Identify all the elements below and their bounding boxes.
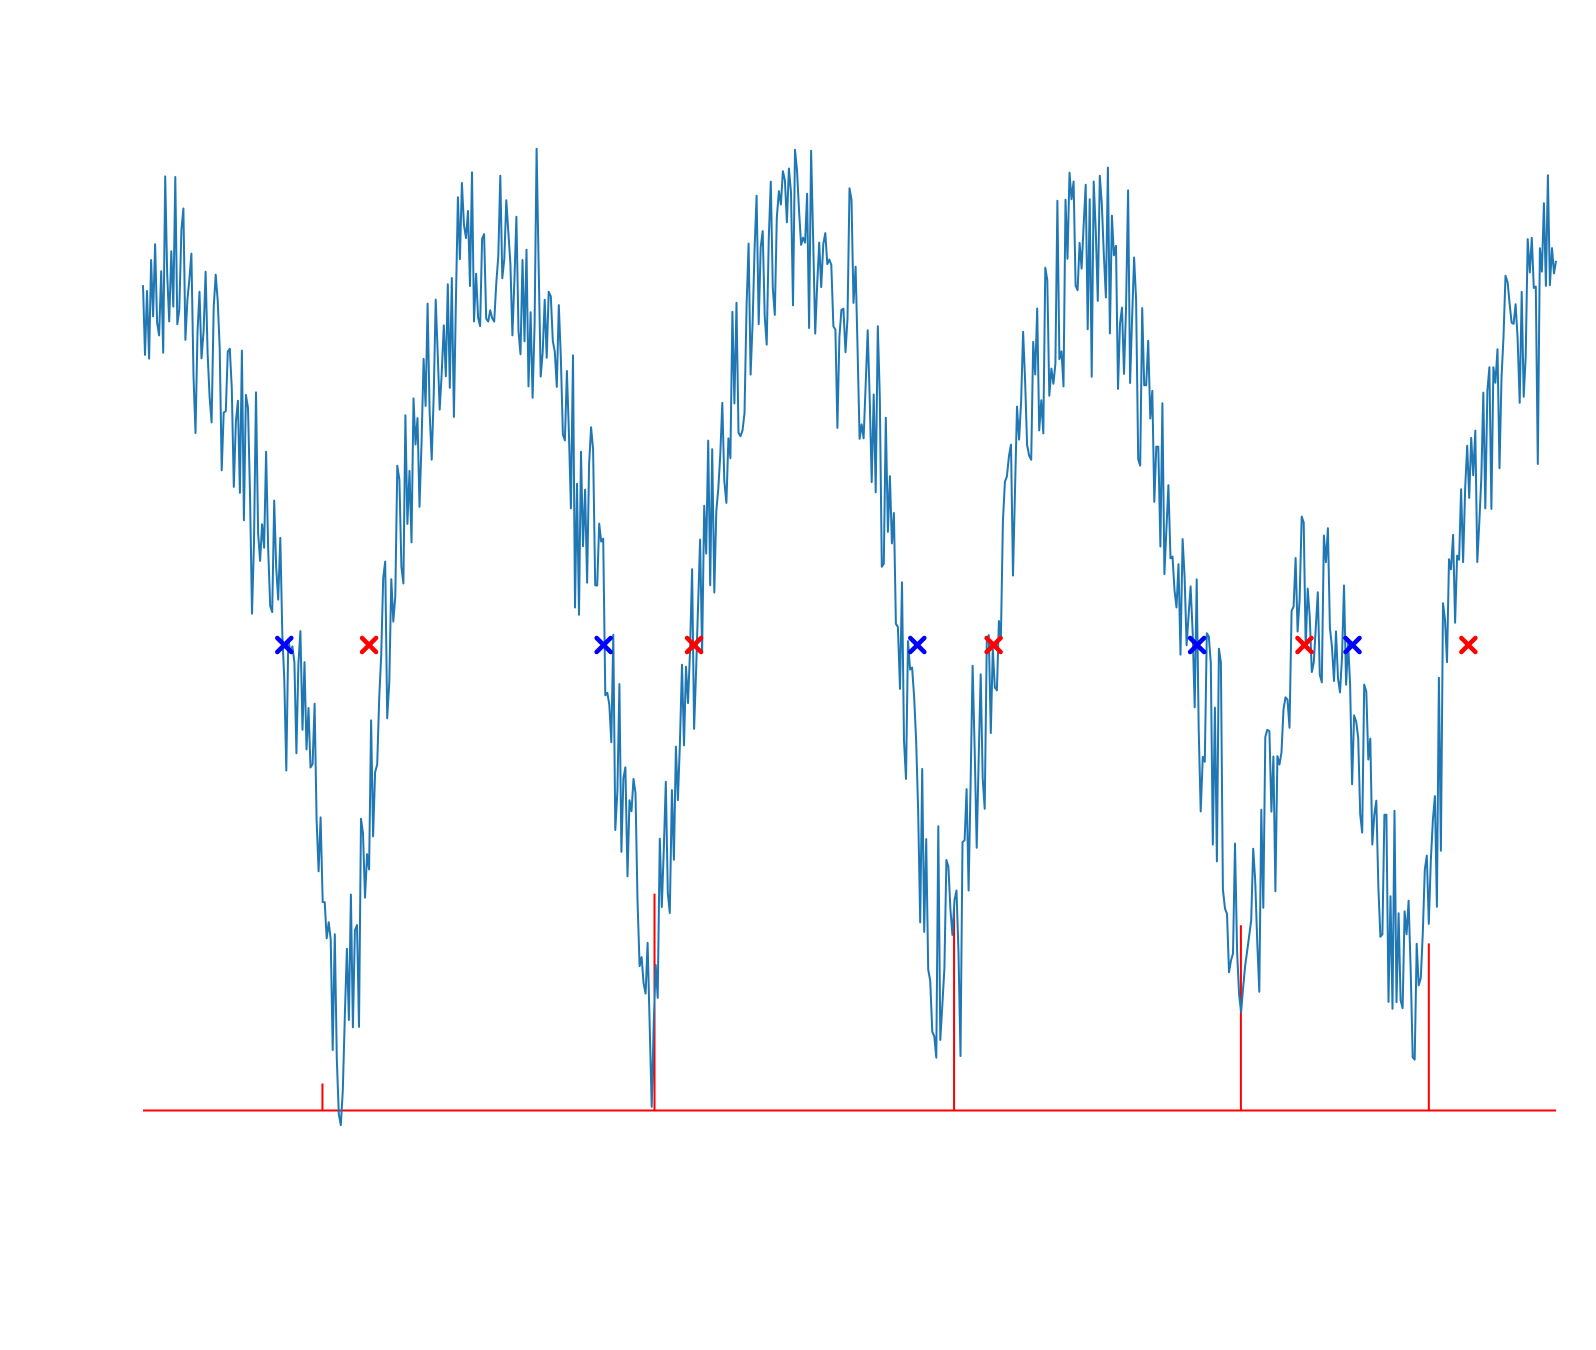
downward-crossing-marker	[908, 635, 927, 655]
downward-crossing-marker	[1343, 635, 1362, 655]
downward-crossing-marker	[594, 635, 613, 655]
upward-crossing-marker	[1459, 635, 1478, 655]
signal-layer	[142, 147, 1557, 1127]
downward-crossing-marker	[1187, 635, 1207, 655]
peak-detector-line	[143, 893, 1556, 1112]
peak-detector-layer	[143, 893, 1556, 1112]
upward-crossing-marker	[984, 635, 1003, 655]
upward-crossing-marker	[1295, 635, 1314, 655]
downward-crossing-marker	[275, 635, 294, 655]
signal-series-line	[142, 147, 1557, 1127]
upward-crossing-marker	[684, 635, 704, 655]
upward-crossing-marker	[359, 635, 379, 655]
crossing-marker-layer	[275, 635, 1478, 655]
